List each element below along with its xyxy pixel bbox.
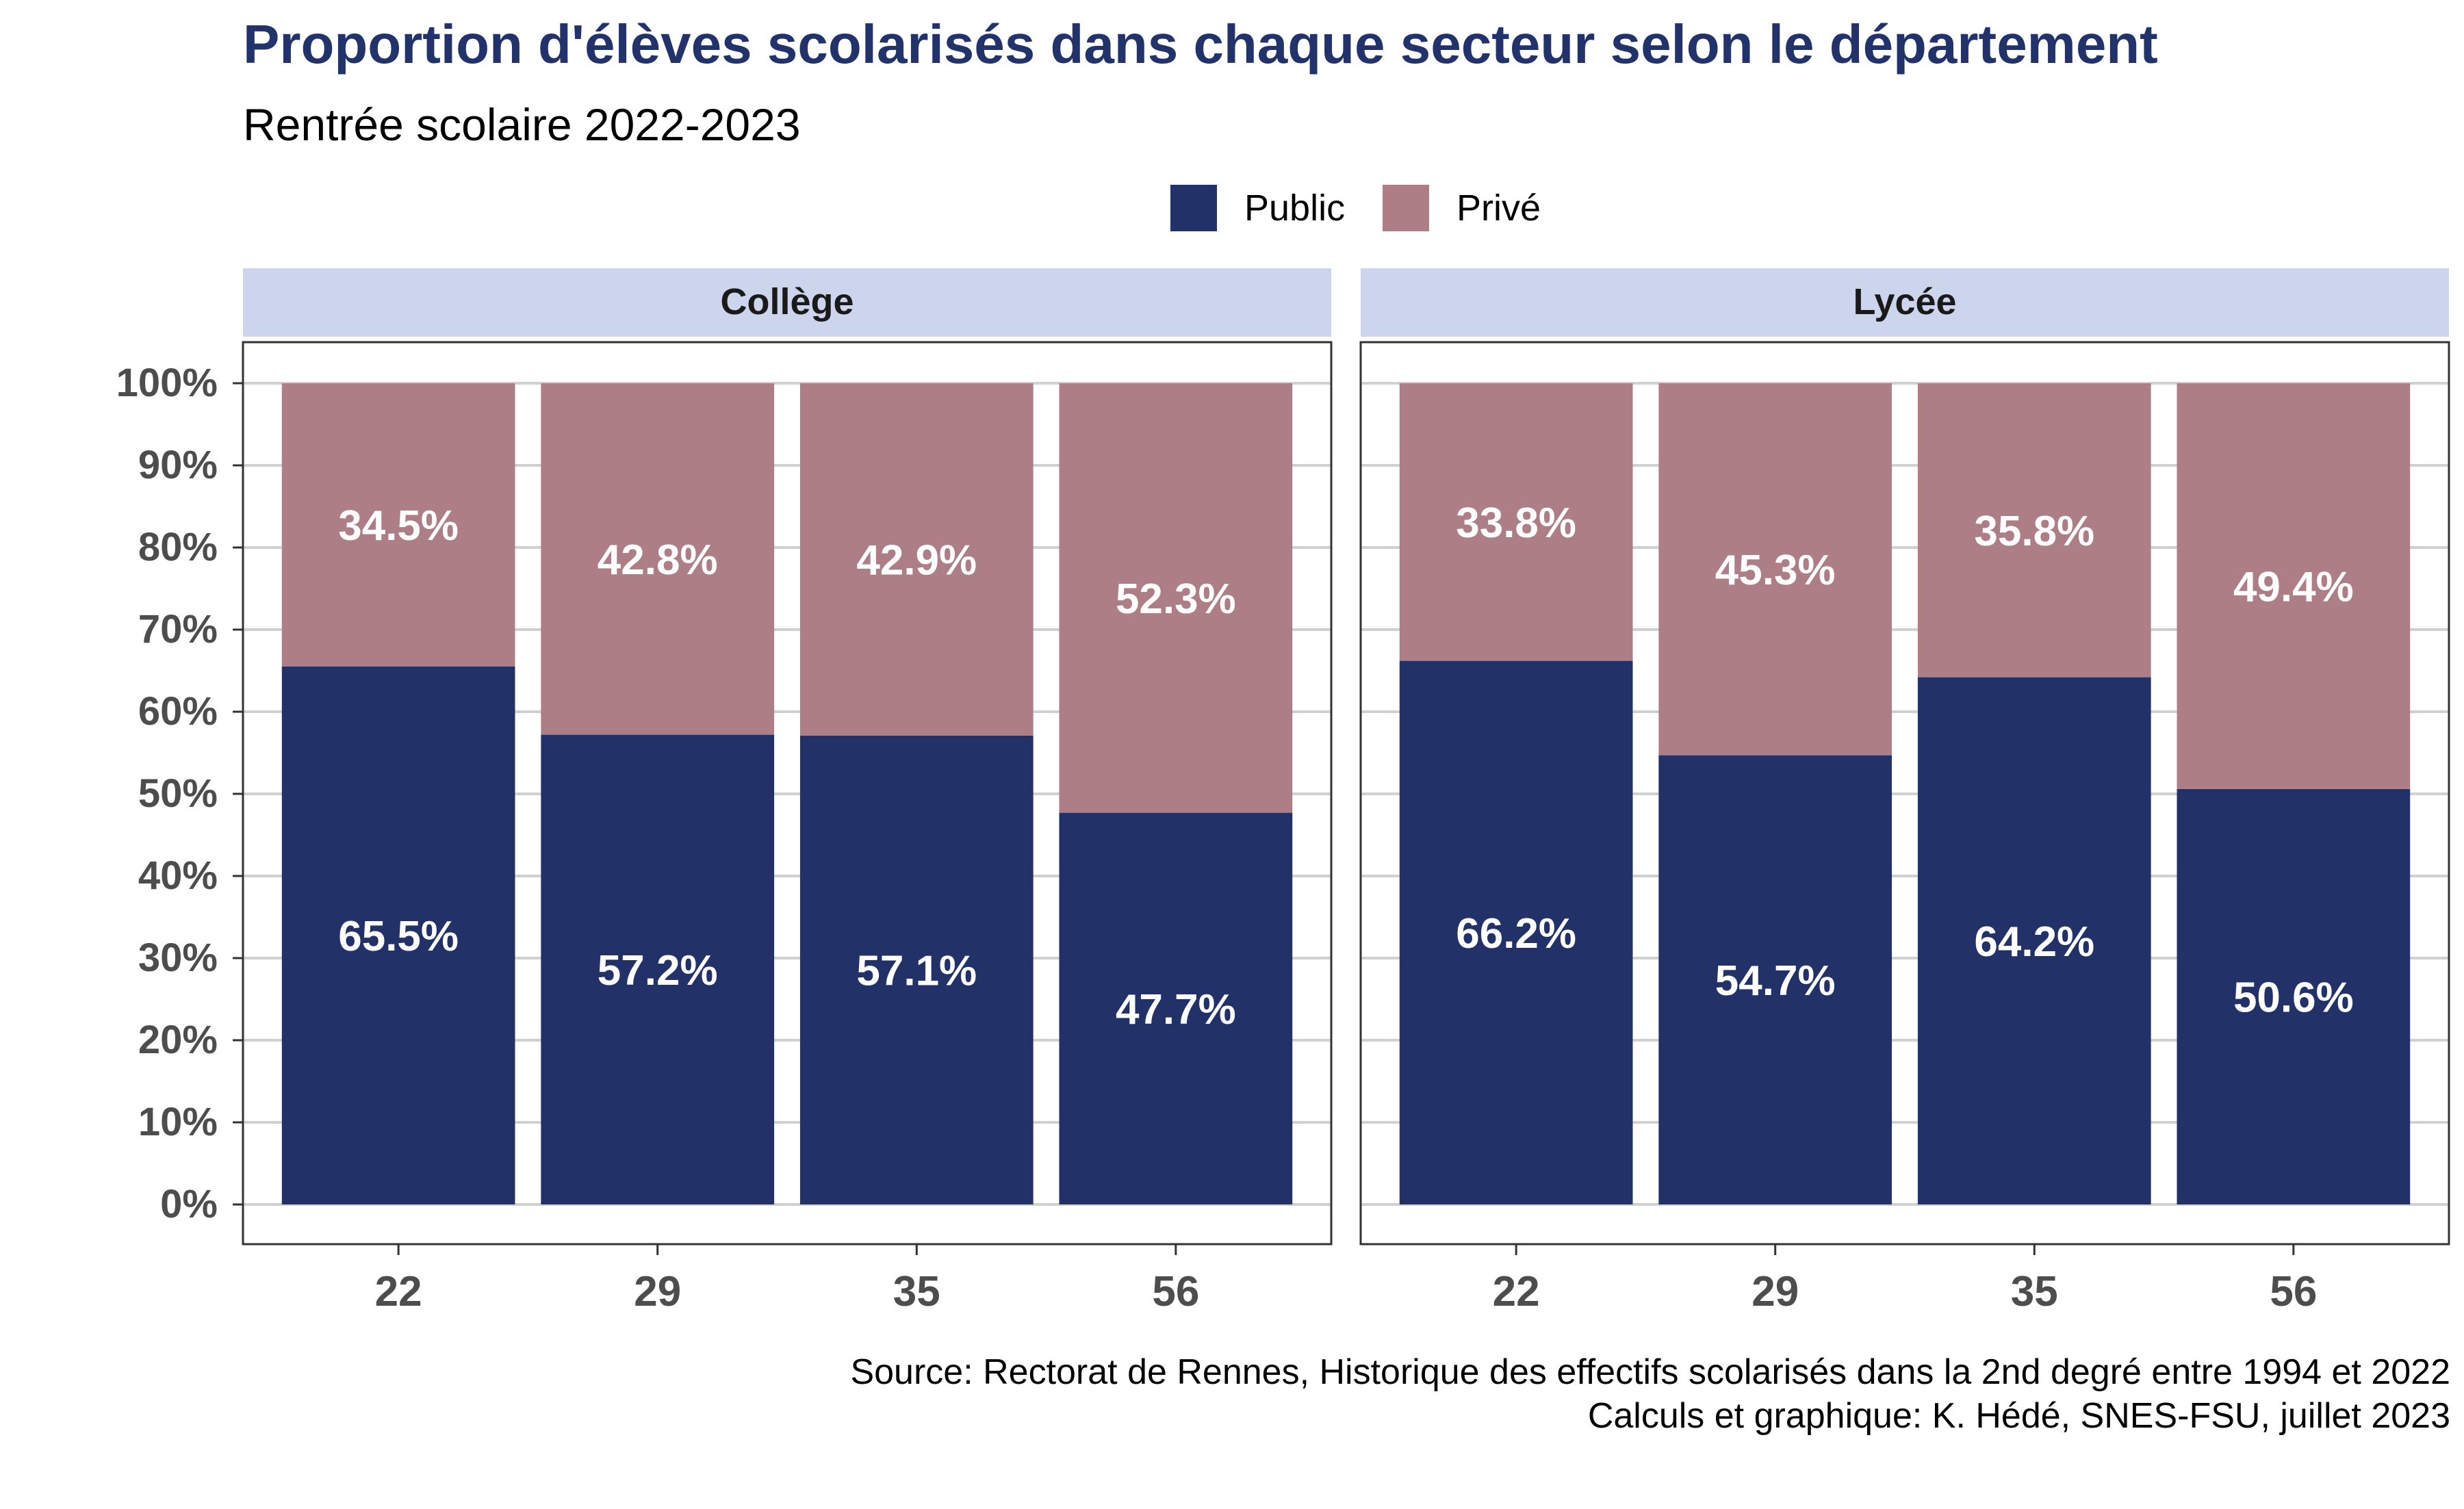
data-label-public: 64.2%	[1974, 918, 2094, 966]
x-tick-label: 56	[2270, 1268, 2317, 1315]
y-tick-label: 60%	[138, 689, 218, 734]
legend-label-prive: Privé	[1456, 188, 1541, 229]
bar-public-35	[799, 735, 1034, 1204]
x-tick-label: 56	[1152, 1268, 1199, 1315]
x-tick-label: 22	[1493, 1268, 1540, 1315]
data-label-prive: 42.8%	[598, 537, 718, 584]
bar-public-35	[1917, 677, 2151, 1204]
data-label-prive: 34.5%	[338, 502, 459, 550]
y-tick-label: 70%	[138, 607, 218, 652]
y-tick-label: 30%	[138, 936, 218, 980]
y-axis: 0% 10% 20% 30% 40% 50% 60% 70% 80% 90% 100%	[116, 361, 243, 1226]
chart-subtitle: Rentrée scolaire 2022-2023	[243, 99, 801, 150]
x-tick-label: 29	[1751, 1268, 1799, 1315]
y-tick-label: 10%	[138, 1100, 218, 1144]
source-line-2: Calculs et graphique: K. Hédé, SNES-FSU,…	[1588, 1396, 2450, 1436]
x-tick-label: 35	[893, 1268, 940, 1315]
data-label-prive: 52.3%	[1116, 576, 1236, 623]
x-tick-label: 35	[2011, 1268, 2058, 1315]
x-tick-label: 22	[375, 1268, 422, 1315]
y-tick-label: 80%	[138, 525, 218, 569]
bar-public-22	[281, 667, 515, 1204]
bar-prive-56	[2177, 383, 2411, 789]
facet-strip-label: Lycée	[1853, 281, 1956, 322]
y-tick-label: 100%	[116, 361, 218, 405]
facet-college: Collège 65.5% 34.5% 22 57.2% 42.8% 29 57.1% 42.9…	[242, 268, 1333, 1315]
data-label-public: 47.7%	[1116, 986, 1236, 1033]
bar-public-56	[2177, 788, 2411, 1204]
bar-public-56	[1059, 812, 1293, 1204]
data-label-prive: 33.8%	[1456, 500, 1576, 547]
data-label-public: 57.1%	[856, 947, 977, 994]
facet-strip	[1361, 268, 2449, 337]
source-line-1: Source: Rectorat de Rennes, Historique d…	[850, 1352, 2450, 1392]
facet-panels: Collège 65.5% 34.5% 22 57.2% 42.8% 29 57.1% 42.9…	[242, 268, 2450, 1315]
bar-prive-22	[1399, 383, 1633, 661]
legend-swatch-prive	[1383, 185, 1429, 231]
data-label-prive: 42.9%	[856, 537, 977, 584]
data-label-prive: 45.3%	[1715, 547, 1836, 594]
x-tick-label: 29	[634, 1268, 681, 1315]
y-tick-label: 0%	[160, 1182, 218, 1226]
data-label-prive: 49.4%	[2233, 563, 2354, 610]
bar-prive-35	[799, 383, 1034, 736]
legend: Public Privé	[1170, 185, 1541, 231]
bar-public-22	[1399, 660, 1633, 1204]
bar-public-29	[1658, 755, 1892, 1204]
bar-prive-22	[281, 383, 515, 667]
data-label-public: 50.6%	[2233, 974, 2354, 1021]
y-tick-label: 50%	[138, 771, 218, 816]
bar-prive-56	[1059, 383, 1293, 813]
chart-title: Proportion d'élèves scolarisés dans chaq…	[243, 14, 2158, 75]
facet-strip-label: Collège	[720, 281, 854, 322]
bar-public-29	[541, 734, 775, 1204]
data-label-public: 65.5%	[338, 913, 459, 960]
legend-label-public: Public	[1244, 188, 1345, 229]
y-tick-label: 40%	[138, 853, 218, 898]
legend-swatch-public	[1170, 185, 1217, 231]
data-label-public: 66.2%	[1456, 910, 1576, 957]
data-label-public: 54.7%	[1715, 957, 1836, 1005]
facet-lycee: Lycée 66.2% 33.8% 22 54.7% 45.3% 29 64.2% 35.8% 3…	[1359, 268, 2450, 1315]
y-tick-label: 20%	[138, 1018, 218, 1062]
data-label-public: 57.2%	[598, 947, 718, 994]
bar-prive-29	[1658, 383, 1892, 756]
data-label-prive: 35.8%	[1974, 508, 2094, 555]
panel-border	[1359, 341, 2450, 1246]
y-tick-label: 90%	[138, 443, 218, 487]
bar-prive-29	[541, 383, 775, 735]
bar-prive-35	[1917, 383, 2151, 678]
facet-strip	[243, 268, 1331, 337]
